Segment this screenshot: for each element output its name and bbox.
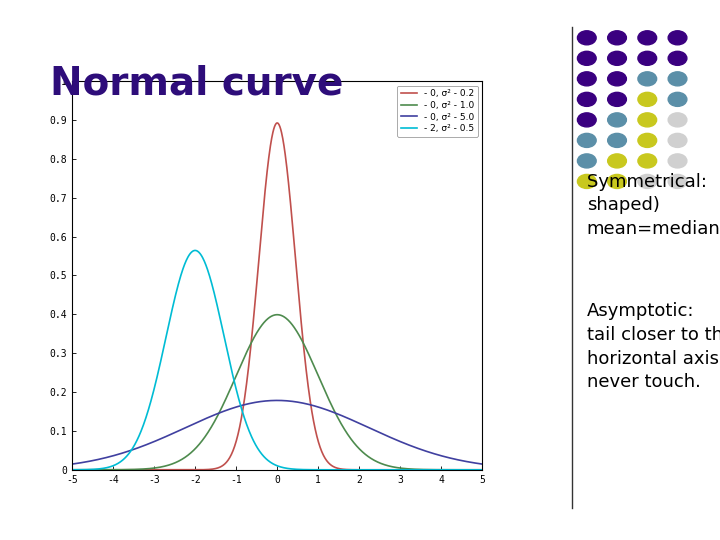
- 0, σ² - 5.0: [109, 453, 118, 459]
- 0, σ² - 5.0: [68, 461, 76, 467]
- 2, σ² - 0.5: [350, 467, 359, 473]
- 0, σ² - 0.2: [478, 467, 487, 473]
- 2, σ² - 0.5: [68, 467, 76, 473]
- 2, σ² - 0.5: [249, 437, 258, 443]
Line: - 2, σ² - 0.5: - 2, σ² - 0.5: [72, 251, 482, 470]
Text: Normal curve: Normal curve: [50, 65, 343, 103]
- 0, σ² - 0.2: [109, 467, 118, 473]
- 0, σ² - 5.0: [395, 438, 404, 444]
Legend: - 0, σ² - 0.2, - 0, σ² - 1.0, - 0, σ² - 5.0, - 2, σ² - 0.5: - 0, σ² - 0.2, - 0, σ² - 1.0, - 0, σ² - …: [397, 85, 478, 137]
- 0, σ² - 5.0: [234, 403, 243, 410]
- 0, σ² - 5.0: [478, 461, 487, 467]
- 0, σ² - 5.0: [388, 435, 397, 442]
- 2, σ² - 0.5: [395, 467, 404, 473]
Text: Asymptotic:
tail closer to the
horizontal axis, but
never touch.: Asymptotic: tail closer to the horizonta…: [587, 302, 720, 391]
- 0, σ² - 5.0: [350, 418, 359, 424]
- 0, σ² - 1.0: [273, 312, 282, 318]
- 0, σ² - 0.2: [234, 431, 243, 438]
- 0, σ² - 0.2: [68, 467, 76, 473]
- 2, σ² - 0.5: [234, 394, 243, 401]
- 0, σ² - 0.2: [388, 467, 397, 473]
- 0, σ² - 1.0: [388, 463, 397, 470]
- 0, σ² - 0.2: [248, 323, 257, 330]
- 2, σ² - 0.5: [109, 462, 118, 469]
- 0, σ² - 1.0: [248, 336, 257, 343]
- 0, σ² - 1.0: [109, 467, 118, 473]
- 0, σ² - 5.0: [273, 397, 282, 404]
- 0, σ² - 1.0: [478, 467, 487, 473]
- 2, σ² - 0.5: [191, 247, 199, 254]
Line: - 0, σ² - 5.0: - 0, σ² - 5.0: [72, 401, 482, 464]
- 0, σ² - 1.0: [350, 440, 359, 447]
- 0, σ² - 0.2: [273, 120, 282, 126]
Text: Symmetrical:  (bell-
shaped)
mean=median=mode: Symmetrical: (bell- shaped) mean=median=…: [587, 173, 720, 238]
- 2, σ² - 0.5: [478, 467, 487, 473]
- 0, σ² - 1.0: [68, 467, 76, 473]
- 0, σ² - 5.0: [248, 400, 257, 406]
Line: - 0, σ² - 0.2: - 0, σ² - 0.2: [72, 123, 482, 470]
- 2, σ² - 0.5: [388, 467, 397, 473]
Line: - 0, σ² - 1.0: - 0, σ² - 1.0: [72, 315, 482, 470]
- 0, σ² - 1.0: [395, 465, 404, 471]
- 0, σ² - 0.2: [350, 467, 359, 473]
- 0, σ² - 1.0: [234, 368, 243, 375]
- 0, σ² - 0.2: [395, 467, 404, 473]
